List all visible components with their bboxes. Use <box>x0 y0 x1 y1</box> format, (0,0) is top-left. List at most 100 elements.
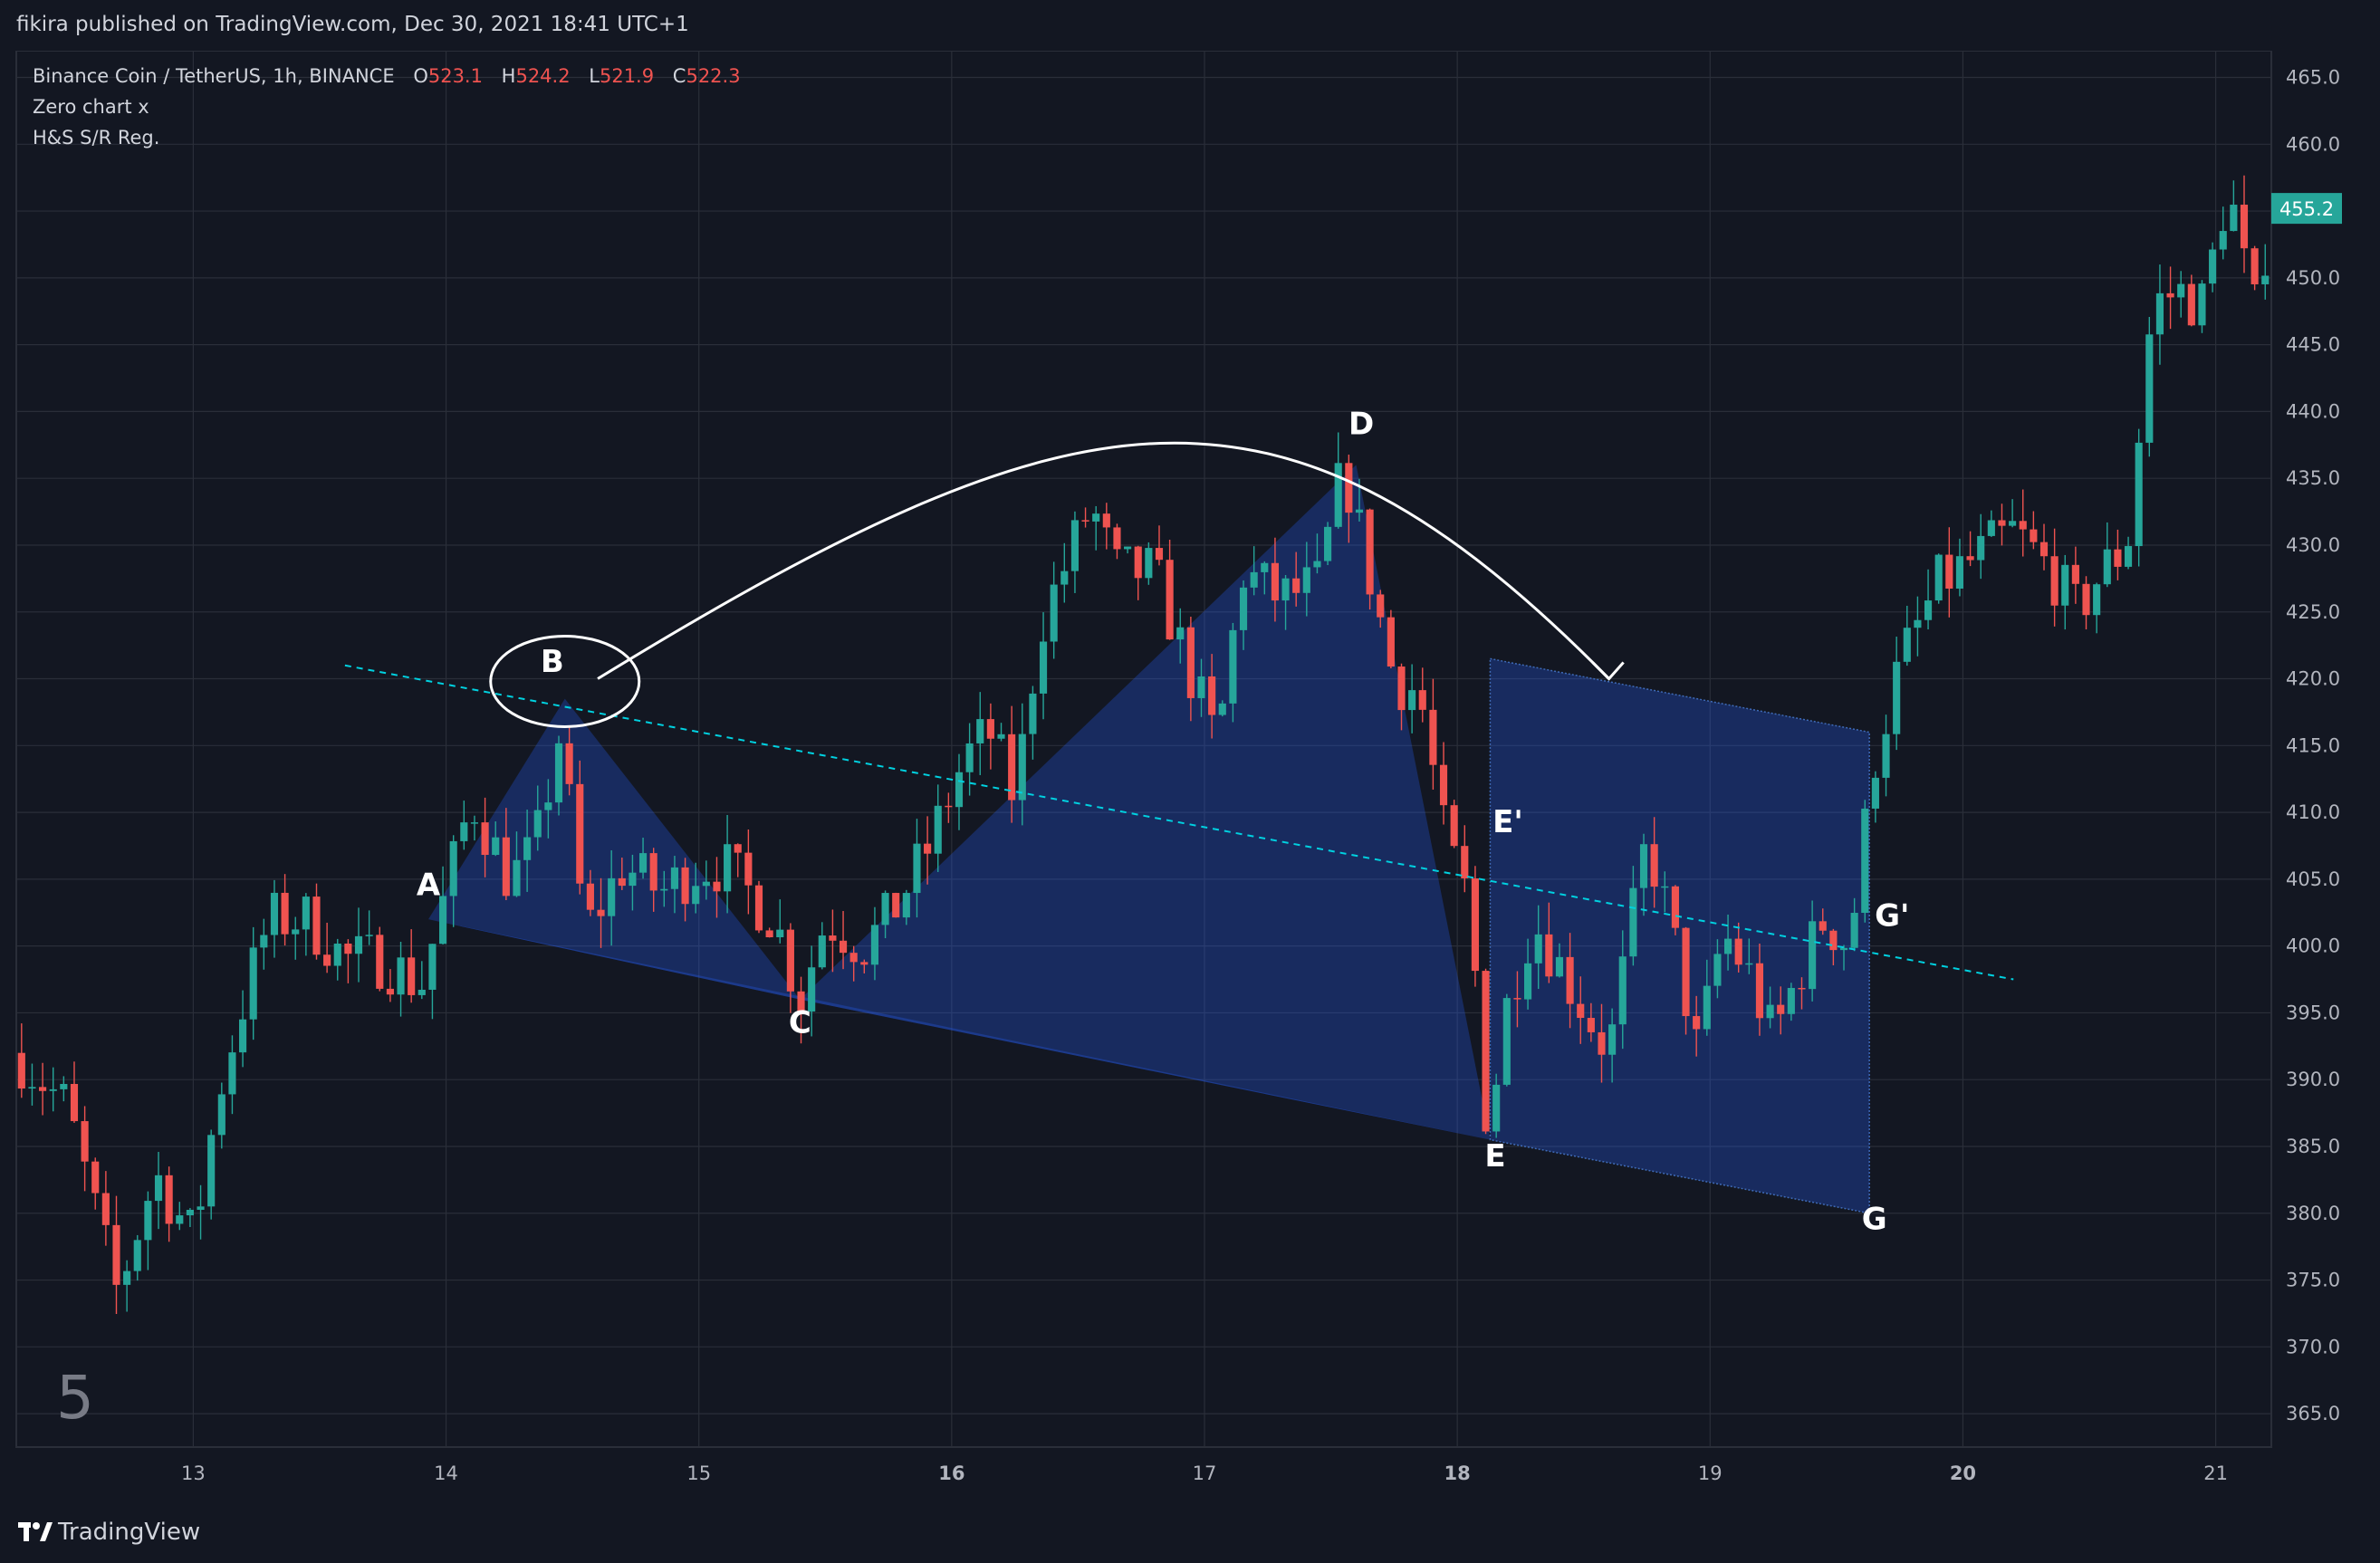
candle-body <box>1755 963 1764 1019</box>
candle-body <box>586 883 594 910</box>
candle-body <box>165 1175 173 1224</box>
candle-body <box>144 1201 152 1241</box>
candle-body <box>2198 283 2206 326</box>
legend-open-label: O <box>413 65 428 87</box>
candle-body <box>765 930 773 938</box>
last-price-value: 455.2 <box>2279 198 2334 220</box>
candle-body <box>28 1087 36 1089</box>
legend-close-label: C <box>673 65 686 87</box>
candle-body <box>1397 666 1406 711</box>
candle-body <box>744 852 753 886</box>
y-tick-label: 385.0 <box>2286 1136 2340 1157</box>
candle-body <box>438 896 447 945</box>
candle-body <box>1408 690 1416 711</box>
legend-high-label: H <box>502 65 516 87</box>
projection-arrowhead <box>1591 661 1625 681</box>
last-price-badge <box>2271 193 2342 225</box>
neckline-dashed <box>344 664 2014 981</box>
candle-body <box>881 893 889 925</box>
candle-body <box>228 1052 236 1095</box>
candle-body <box>186 1209 194 1216</box>
candle-body <box>1745 963 1753 965</box>
point-label-b: B <box>541 644 564 680</box>
candle-body <box>849 953 858 963</box>
candle-body <box>302 897 310 930</box>
legend-symbol: Binance Coin / TetherUS, 1h, BINANCE <box>33 65 395 87</box>
candle-body <box>1418 690 1426 710</box>
hs-pattern-overlay <box>428 465 1870 1214</box>
candle-body <box>1039 641 1048 694</box>
candle-body <box>945 805 953 808</box>
candle-body <box>408 957 416 995</box>
candle-body <box>1261 562 1269 572</box>
candle-body <box>1166 560 1174 640</box>
candle-body <box>1545 934 1553 977</box>
candle-body <box>1934 554 1943 601</box>
y-tick-label: 445.0 <box>2286 334 2340 356</box>
candle-body <box>1966 556 1974 561</box>
candle-body <box>1186 627 1195 698</box>
point-label-a: A <box>417 868 441 904</box>
x-tick-label: 18 <box>1444 1462 1471 1484</box>
time-axis[interactable]: 13 14 15 16 17 18 19 20 21 <box>181 1462 2228 1484</box>
candle-body <box>133 1240 141 1271</box>
candle-body <box>870 925 879 965</box>
candle-body <box>523 837 532 860</box>
pane-number: 5 <box>56 1363 94 1433</box>
candle-body <box>2166 292 2174 298</box>
candle-body <box>1324 526 1332 561</box>
candle-body <box>1819 921 1827 931</box>
legend-indicator-hs-sr[interactable]: H&S S/R Reg. <box>33 127 159 149</box>
highlight-ellipse-b <box>489 634 641 728</box>
legend-low-value: 521.9 <box>600 65 654 87</box>
candle-body <box>1629 887 1637 957</box>
candle-body <box>270 892 279 935</box>
candle-body <box>797 991 805 1012</box>
x-tick-label: 21 <box>2203 1462 2228 1484</box>
candle-body <box>776 929 784 938</box>
y-tick-label: 380.0 <box>2286 1203 2340 1224</box>
candle-body <box>2209 249 2217 284</box>
x-tick-label: 20 <box>1950 1462 1976 1484</box>
svg-text:Binance Coin / TetherUS, 1h, B: Binance Coin / TetherUS, 1h, BINANCE O52… <box>33 65 741 87</box>
candle-body <box>281 892 289 935</box>
candle-body <box>702 881 710 887</box>
candle-body <box>49 1088 57 1091</box>
legend-indicator-zero-chart[interactable]: Zero chart x <box>33 96 149 118</box>
candle-body <box>1218 703 1226 715</box>
candle-body <box>1787 987 1795 1014</box>
legend-open-value: 523.1 <box>428 65 483 87</box>
candles-group <box>17 175 2270 1315</box>
candle-body <box>1977 535 1985 561</box>
y-tick-label: 375.0 <box>2286 1270 2340 1291</box>
candle-body <box>902 893 910 918</box>
candle-body <box>1871 777 1879 809</box>
candle-body <box>17 1052 25 1089</box>
candle-body <box>1924 600 1933 620</box>
candle-body <box>417 989 426 995</box>
candle-body <box>924 843 932 854</box>
candle-body <box>608 877 616 916</box>
candle-body <box>1102 513 1110 528</box>
candle-body <box>1471 877 1479 972</box>
candle-body <box>176 1215 184 1224</box>
tradingview-logo[interactable]: TradingView <box>18 1519 200 1546</box>
candle-body <box>2050 556 2059 606</box>
candle-body <box>1608 1024 1617 1055</box>
publisher-bar: fikira published on TradingView.com, Dec… <box>0 0 2380 51</box>
point-label-g: G <box>1862 1201 1887 1237</box>
candle-body <box>1903 628 1911 662</box>
price-axis[interactable]: 465.0460.0455.0450.0445.0440.0435.0430.0… <box>2271 67 2342 1425</box>
candle-body <box>1155 548 1164 561</box>
point-label-d: D <box>1348 406 1374 442</box>
candle-body <box>1713 954 1722 986</box>
candle-body <box>481 822 489 856</box>
candle-body <box>1861 808 1869 914</box>
projection-arrow-curve <box>597 441 1610 680</box>
candle-body <box>2019 521 2027 530</box>
candle-body <box>2030 529 2038 542</box>
candle-body <box>365 935 373 936</box>
candle-body <box>397 957 405 995</box>
